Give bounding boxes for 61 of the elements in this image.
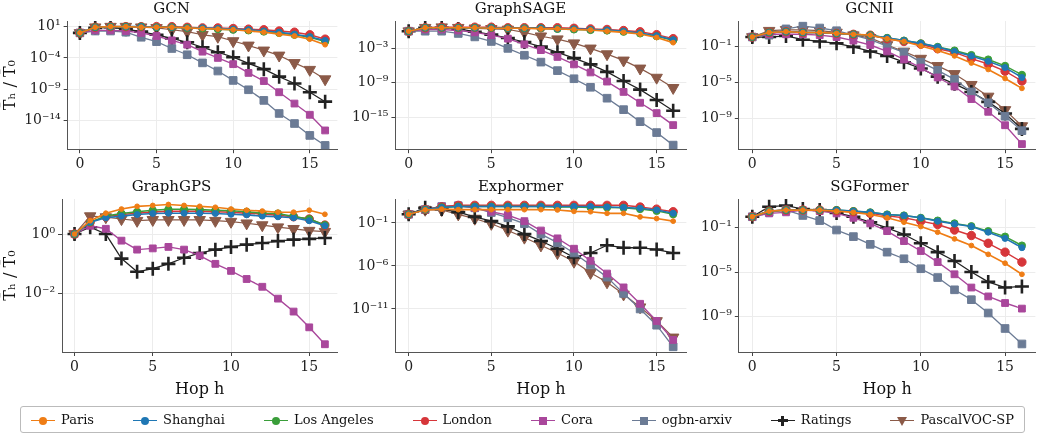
legend-label: London [441,412,492,427]
x-tick-label: 5 [832,358,842,375]
x-tick-label: 0 [70,358,79,375]
x-tick-label: 10 [911,358,930,375]
x-axis-title: Hop h [516,378,566,398]
x-tick-label: 0 [75,155,85,172]
chart-title: SGFormer [830,176,910,195]
y-tick-label: 10⁻⁹ [700,108,733,125]
legend-label: Shanghai [162,412,225,427]
y-tick-label: 10⁻⁹ [357,73,389,90]
y-tick-label: 10⁻⁵ [700,262,733,279]
legend-label: PascalVOC-SP [919,412,1014,427]
legend-label: Cora [559,412,593,427]
y-tick-label: 10⁻¹ [700,218,732,235]
chart-title: GraphSAGE [474,0,567,17]
chart-title: GCN [153,0,190,17]
y-axis-title: T̄ₕ / T̄₀ [0,250,19,301]
x-tick-label: 10 [224,155,243,172]
y-tick-label: 10⁻² [24,284,56,301]
x-tick-label: 0 [747,358,757,375]
y-tick-label: 10⁻¹⁴ [24,111,62,128]
y-tick-label: 10⁻³ [357,39,389,56]
x-axis-title: Hop h [175,378,225,398]
x-tick-label: 15 [647,155,666,172]
chart-title: GraphGPS [131,176,212,195]
x-tick-label: 15 [996,358,1014,375]
x-tick-label: 0 [404,358,414,375]
x-tick-label: 15 [300,358,319,375]
legend-label: Ratings [799,412,852,427]
y-tick-label: 10⁻⁹ [700,306,733,323]
chart-title: GCNII [845,0,894,17]
legend-label: Los Angeles [293,412,374,427]
x-tick-label: 15 [300,155,319,172]
x-tick-label: 0 [747,155,757,172]
x-tick-label: 0 [404,155,414,172]
x-tick-label: 5 [148,358,158,375]
x-tick-label: 5 [832,155,842,172]
y-tick-label: 10⁻¹¹ [351,299,389,316]
x-tick-label: 10 [911,155,930,172]
y-tick-label: 10⁻¹⁵ [351,107,389,124]
x-tick-label: 5 [152,155,161,172]
x-tick-label: 15 [647,358,666,375]
y-tick-label: 10⁻¹ [700,36,732,53]
x-tick-label: 10 [565,358,583,375]
y-tick-label: 10⁻⁶ [357,256,389,273]
x-axis-title: Hop h [862,378,912,398]
y-tick-label: 10⁰ [31,224,56,241]
y-tick-label: 10¹ [37,17,61,34]
y-axis-title: T̄ₕ / T̄₀ [0,59,19,111]
y-tick-label: 10⁻⁴ [29,48,61,65]
x-tick-label: 15 [996,155,1014,172]
legend-label: Paris [60,412,94,427]
x-tick-label: 10 [222,358,240,375]
x-tick-label: 5 [486,358,496,375]
y-tick-label: 10⁻⁹ [29,79,61,96]
y-tick-label: 10⁻⁵ [700,72,733,89]
x-tick-label: 5 [486,155,496,172]
legend-label: ogbn-arxiv [660,412,732,427]
x-tick-label: 10 [565,155,583,172]
chart-title: Exphormer [477,176,564,195]
y-tick-label: 10⁻¹ [357,213,389,230]
